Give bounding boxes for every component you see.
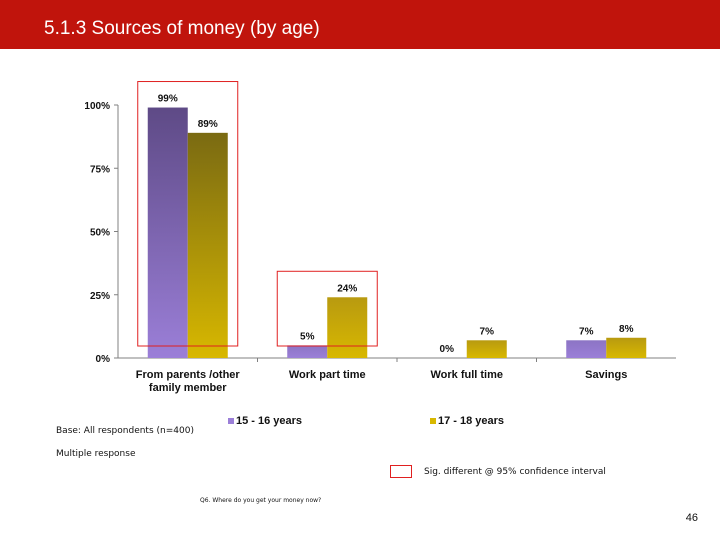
- header-bar: 5.1.3 Sources of money (by age): [0, 0, 720, 49]
- data-label-series-2: 8%: [619, 324, 634, 335]
- legend-label-series-1: 15 - 16 years: [236, 415, 303, 427]
- category-label: Work full time: [430, 369, 503, 381]
- data-label-series-2: 24%: [337, 283, 357, 294]
- bar-series-2: [327, 297, 368, 358]
- sig-highlight-box: [276, 270, 378, 347]
- category-label: family member: [149, 382, 227, 394]
- multiple-response-note: Multiple response: [56, 449, 136, 459]
- y-tick-label: 50%: [90, 228, 110, 239]
- data-label-series-1: 99%: [158, 94, 178, 105]
- page-title: 5.1.3 Sources of money (by age): [44, 18, 320, 39]
- y-tick-label: 25%: [90, 291, 110, 302]
- data-label-series-1: 0%: [440, 344, 455, 355]
- category-label: Work part time: [289, 369, 366, 381]
- sig-highlight-box: [137, 81, 239, 347]
- legend-swatch-series-2: [430, 418, 436, 424]
- category-label: From parents /other: [136, 369, 241, 381]
- data-label-series-1: 7%: [579, 326, 594, 337]
- legend: 15 - 16 years 17 - 18 years: [228, 410, 600, 436]
- bar-series-1: [147, 107, 188, 358]
- bar-series-2: [606, 337, 647, 358]
- legend-label-series-2: 17 - 18 years: [438, 415, 505, 427]
- bar-series-2: [466, 340, 507, 358]
- data-label-series-2: 7%: [480, 326, 495, 337]
- bar-series-1: [566, 340, 607, 358]
- bar-series-1: [287, 345, 328, 358]
- y-tick-label: 75%: [90, 164, 110, 175]
- sig-note: Sig. different @ 95% confidence interval: [424, 467, 606, 477]
- base-note: Base: All respondents (n=400): [56, 426, 194, 436]
- bar-series-2: [187, 132, 228, 358]
- category-label: Savings: [585, 369, 627, 381]
- legend-swatch-series-1: [228, 418, 234, 424]
- data-label-series-1: 5%: [300, 331, 315, 342]
- sig-legend-box: [390, 465, 412, 478]
- data-label-series-2: 89%: [198, 119, 218, 130]
- y-tick-label: 0%: [96, 354, 111, 365]
- y-tick-label: 100%: [84, 101, 110, 112]
- page-number: 46: [685, 512, 698, 524]
- question-note: Q6. Where do you get your money now?: [200, 497, 322, 504]
